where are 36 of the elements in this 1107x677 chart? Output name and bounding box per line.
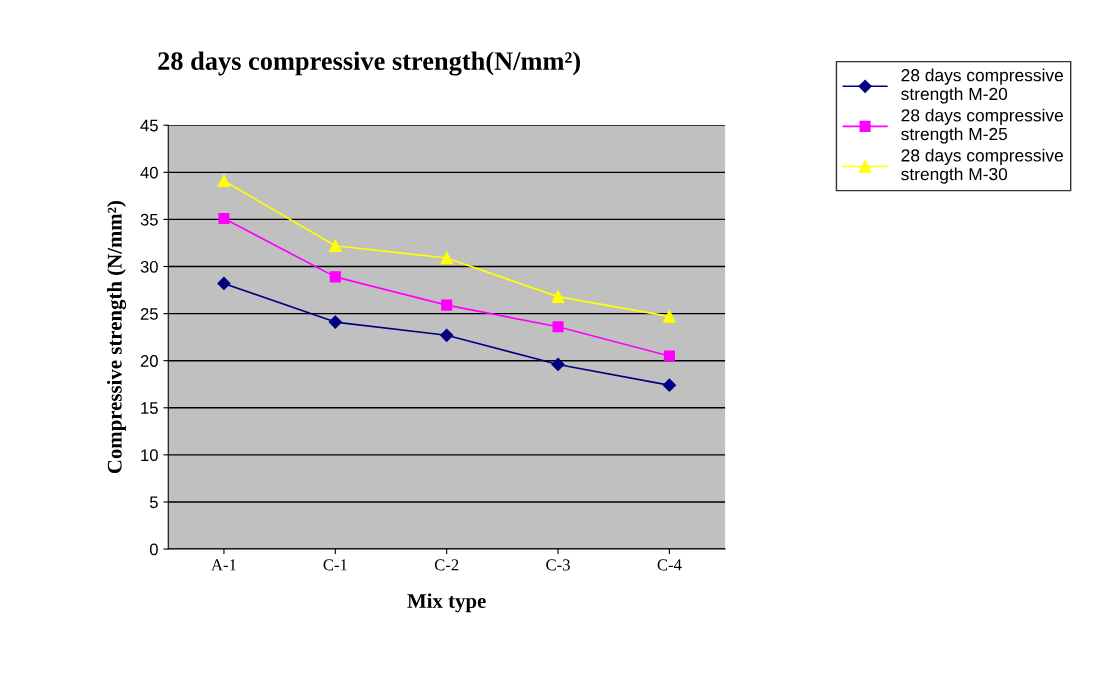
y-tick-label: 0 (149, 543, 158, 556)
x-tick-label: C-4 (657, 559, 682, 571)
point (552, 321, 564, 333)
point (217, 276, 231, 291)
point (329, 271, 341, 283)
legend-label: 28 days compressive strength M-25 (901, 108, 1063, 144)
y-tick-label: 5 (149, 496, 158, 509)
y-tick-label: 45 (140, 119, 158, 132)
point (551, 357, 565, 372)
y-tick-label: 25 (140, 308, 158, 320)
y-tick-label: 20 (140, 355, 158, 367)
point (440, 328, 454, 342)
x-tick-label: C-2 (434, 559, 459, 571)
x-tick-label: C-3 (546, 559, 570, 571)
chart-title: 28 days compressive strength(N/mm²) (158, 51, 580, 76)
point (329, 239, 342, 253)
point (663, 310, 676, 323)
x-tick-label: C-1 (323, 559, 347, 571)
legend-label: 28 days compressive strength M-20 (901, 68, 1063, 104)
point (662, 378, 676, 392)
y-tick-label: 30 (140, 260, 158, 273)
point (551, 290, 565, 303)
y-tick-label: 40 (140, 166, 158, 179)
legend-label: 28 days compressive strength M-30 (901, 148, 1063, 184)
point (217, 174, 231, 188)
point (441, 299, 453, 311)
y-tick-label: 15 (141, 402, 158, 414)
point (663, 350, 675, 362)
point (440, 251, 453, 265)
point (328, 315, 342, 329)
point (218, 212, 230, 225)
x-axis-title: Mix type (407, 593, 486, 613)
y-tick-label: 10 (141, 449, 158, 462)
x-tick-label: A-1 (211, 559, 236, 571)
y-tick-label: 35 (140, 213, 158, 226)
y-axis-title: Compressive strength (N/mm²) (107, 201, 127, 474)
